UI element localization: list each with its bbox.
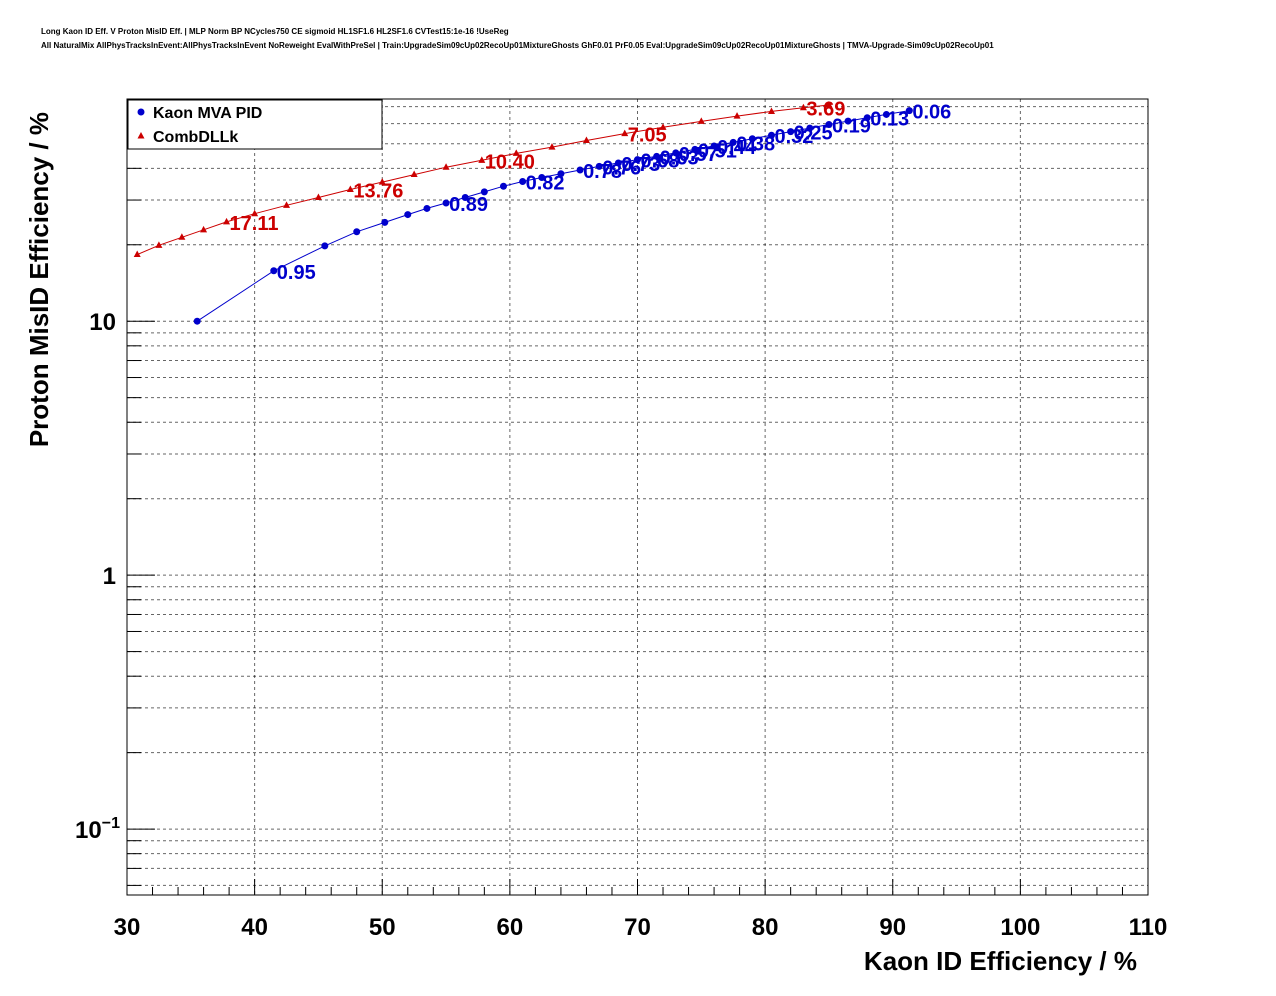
x-tick-label: 90 [879,914,906,941]
y-tick-label: 10 [89,309,116,336]
kaon-mva-point [806,124,814,132]
kaon-mva-data-label: 0.38 [736,133,775,155]
kaon-mva-data-label: 0.78 [583,161,622,183]
combdllk-point [733,112,741,119]
combdllk-data-label: 3.69 [806,99,845,121]
combdllk-point [133,250,141,258]
kaon-mva-point [691,145,699,153]
combdllk-legend-label: CombDLLk [153,129,238,146]
kaon-mva-point [787,128,795,136]
kaon-mva-point [634,156,641,164]
kaon-mva-data-label: 0.13 [870,109,909,131]
kaon-mva-legend-marker [137,108,145,116]
kaon-mva-point [729,138,737,146]
combdllk-point [548,143,556,150]
kaon-mva-point [499,182,507,190]
x-tick-label: 70 [624,914,651,941]
kaon-mva-data-label: 0.57 [679,144,718,166]
kaon-mva-point [461,194,469,202]
combdllk-data-label: 17.11 [230,213,279,235]
combdllk-point [582,136,590,143]
chart-title-line-2: All NaturalMix AllPhysTracksInEvent:AllP… [41,41,994,50]
x-tick-label: 80 [752,914,779,941]
combdllk-point [251,209,259,217]
combdllk-point [314,193,322,201]
kaon-mva-data-label: 0.44 [717,137,757,159]
kaon-mva-legend-label: Kaon MVA PID [153,105,262,122]
kaon-mva-data-label: 0.82 [526,172,565,194]
kaon-mva-data-label: 0.76 [602,157,641,179]
kaon-mva-point [557,170,565,178]
kaon-mva-point [710,142,718,150]
kaon-mva-point [672,149,680,157]
x-tick-label: 100 [1000,914,1040,941]
kaon-mva-point [863,114,871,122]
y-axis-title: Proton MisID Efficiency / % [24,112,54,447]
combdllk-point [378,178,386,185]
x-tick-label: 30 [114,914,141,941]
combdllk-point [478,156,486,163]
kaon-mva-point [882,110,890,118]
combdllk-point [200,225,208,233]
kaon-mva-point [193,317,201,325]
combdllk-point [155,241,163,248]
kaon-mva-point [595,162,603,170]
kaon-mva-point [321,242,329,250]
combdllk-point [512,149,520,156]
x-tick-label: 50 [369,914,396,941]
kaon-mva-point [748,135,756,143]
combdllk-data-label: 7.05 [628,125,667,147]
kaon-mva-point [614,159,622,167]
kaon-mva-data-label: 0.63 [660,147,699,169]
x-tick-label: 40 [241,914,268,941]
combdllk-data-label: 10.40 [485,151,535,173]
kaon-mva-point [905,107,913,115]
chart-title-line-1: Long Kaon ID Eff. V Proton MisID Eff. | … [41,27,509,36]
x-tick-label: 60 [497,914,524,941]
kaon-mva-data-label: 0.73 [621,154,660,176]
kaon-mva-point [844,117,852,125]
combdllk-point [178,233,186,240]
combdllk-point [410,170,418,178]
kaon-mva-data-label: 0.68 [641,151,680,173]
kaon-mva-data-label: 0.89 [449,194,488,216]
kaon-mva-data-label: 0.32 [775,126,814,148]
kaon-mva-point [576,166,584,174]
kaon-mva-point [519,177,527,185]
combdllk-point [799,103,807,111]
x-axis-title: Kaon ID Efficiency / % [864,946,1137,976]
kaon-mva-data-label: 0.95 [277,262,316,284]
kaon-mva-point [423,204,431,212]
combdllk-point [697,117,705,124]
y-tick-label: 1 [103,563,116,590]
y-tick-label: 10−1 [75,815,120,844]
combdllk-point [442,163,450,170]
combdllk-point [659,123,667,130]
kaon-mva-data-label: 0.51 [698,140,737,162]
combdllk-point [621,129,629,137]
combdllk-point [346,185,354,193]
kaon-mva-point [768,131,776,139]
kaon-mva-data-label: 0.06 [912,102,951,124]
kaon-mva-point [653,152,661,160]
combdllk-point [283,201,291,208]
combdllk-point [768,107,776,114]
combdllk-data-label: 13.76 [353,181,403,203]
kaon-mva-data-label: 0.25 [794,123,833,145]
x-tick-label: 110 [1129,914,1168,941]
kaon-mva-data-label: 0.19 [832,116,871,138]
kaon-mva-point [404,211,412,219]
kaon-mva-point [353,228,361,236]
kaon-mva-point [270,267,278,275]
kaon-mva-point [480,188,488,196]
kaon-mva-point [825,121,833,129]
legend-box [127,99,383,150]
kaon-mva-point [538,174,546,182]
kaon-mva-point [381,218,389,226]
kaon-mva-point [442,199,450,207]
combdllk-legend-marker [137,132,145,139]
combdllk-point [825,101,833,108]
combdllk-point [223,217,231,225]
